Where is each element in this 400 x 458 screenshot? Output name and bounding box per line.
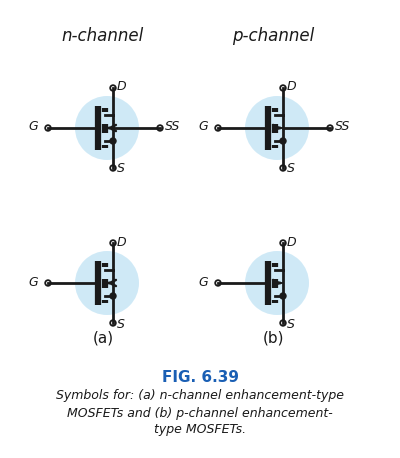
- Text: FIG. 6.39: FIG. 6.39: [162, 371, 238, 386]
- Text: Symbols for: (a) n-channel enhancement-type
MOSFETs and (b) p-channel enhancemen: Symbols for: (a) n-channel enhancement-t…: [56, 389, 344, 436]
- Text: S: S: [287, 317, 295, 331]
- Circle shape: [280, 138, 286, 144]
- Text: G: G: [198, 120, 208, 133]
- Circle shape: [75, 251, 139, 315]
- Text: G: G: [28, 276, 38, 289]
- Text: S: S: [117, 163, 125, 175]
- Text: p-channel: p-channel: [232, 27, 314, 45]
- Circle shape: [245, 96, 309, 160]
- Circle shape: [75, 96, 139, 160]
- Text: G: G: [28, 120, 38, 133]
- Text: S: S: [287, 163, 295, 175]
- Circle shape: [110, 138, 116, 144]
- Text: n-channel: n-channel: [62, 27, 144, 45]
- Text: G: G: [198, 276, 208, 289]
- Text: S: S: [117, 317, 125, 331]
- Circle shape: [110, 293, 116, 299]
- Text: D: D: [117, 235, 127, 249]
- Circle shape: [245, 251, 309, 315]
- Text: D: D: [287, 81, 297, 93]
- Text: (a): (a): [92, 331, 114, 345]
- Text: D: D: [287, 235, 297, 249]
- Text: D: D: [117, 81, 127, 93]
- Text: SS: SS: [335, 120, 350, 133]
- Text: SS: SS: [165, 120, 180, 133]
- Circle shape: [280, 293, 286, 299]
- Text: (b): (b): [262, 331, 284, 345]
